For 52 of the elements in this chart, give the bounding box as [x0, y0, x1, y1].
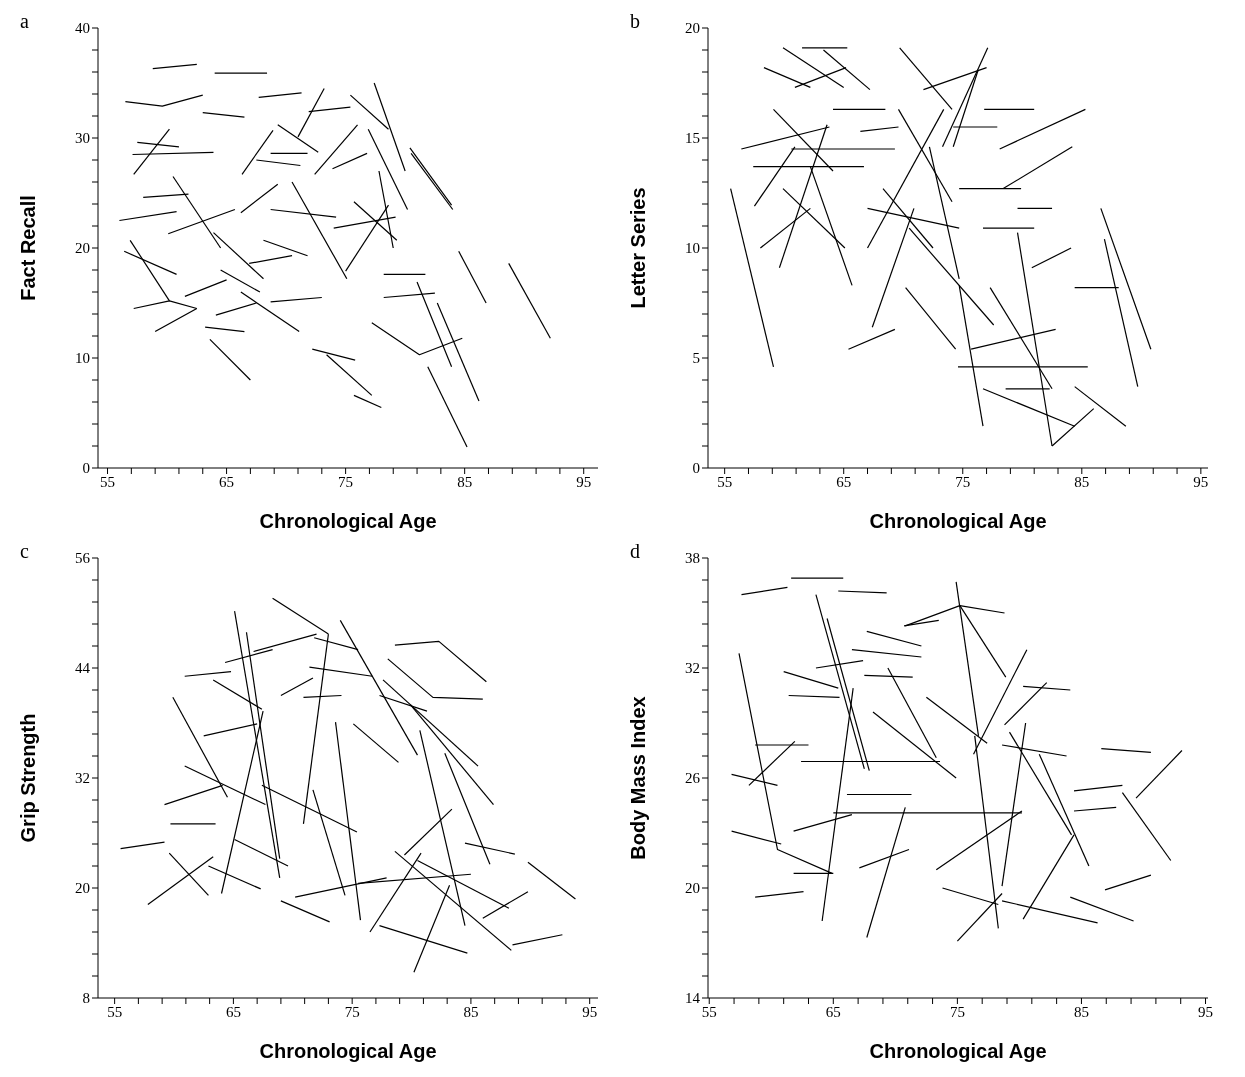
x-tick-label: 75 — [949, 1003, 965, 1020]
y-tick-label: 56 — [75, 550, 91, 567]
x-tick-label: 55 — [717, 473, 733, 490]
x-tick-label: 55 — [107, 1003, 123, 1020]
x-tick-label: 75 — [955, 473, 971, 490]
chart-title: a — [20, 10, 29, 33]
y-tick-label: 30 — [75, 130, 90, 147]
y-tick-label: 26 — [685, 770, 701, 787]
x-tick-label: 95 — [1198, 1003, 1214, 1020]
y-tick-label: 20 — [685, 880, 700, 897]
x-tick-label: 95 — [1193, 473, 1209, 490]
y-tick-label: 32 — [75, 770, 90, 787]
x-tick-label: 65 — [836, 473, 852, 490]
y-tick-label: 44 — [75, 660, 91, 677]
x-tick-label: 95 — [582, 1003, 598, 1020]
y-axis-title: Grip Strength — [17, 713, 40, 843]
x-tick-label: 65 — [225, 1003, 241, 1020]
y-tick-label: 8 — [82, 990, 90, 1007]
y-tick-label: 14 — [685, 990, 701, 1007]
x-tick-label: 65 — [219, 473, 235, 490]
y-tick-label: 20 — [75, 240, 90, 257]
x-tick-label: 75 — [344, 1003, 360, 1020]
x-tick-label: 95 — [576, 473, 592, 490]
y-tick-label: 20 — [685, 20, 700, 37]
x-tick-label: 85 — [1074, 473, 1090, 490]
x-axis-title: Chronological Age — [259, 1040, 437, 1062]
y-tick-label: 5 — [692, 350, 700, 367]
y-tick-label: 40 — [75, 20, 90, 37]
x-tick-label: 85 — [1073, 1003, 1089, 1020]
y-axis-title: Body Mass Index — [627, 696, 650, 860]
y-axis-title: Letter Series — [627, 187, 650, 309]
x-axis-title: Chronological Age — [869, 510, 1047, 532]
y-tick-label: 15 — [685, 130, 700, 147]
x-axis-title: Chronological Age — [259, 510, 437, 532]
x-tick-label: 85 — [457, 473, 473, 490]
chart-title: b — [630, 10, 640, 33]
y-tick-label: 10 — [75, 350, 90, 367]
x-tick-label: 75 — [338, 473, 354, 490]
y-axis-title: Fact Recall — [17, 195, 40, 301]
y-tick-label: 10 — [685, 240, 700, 257]
x-tick-label: 65 — [825, 1003, 841, 1020]
y-tick-label: 32 — [685, 660, 700, 677]
y-tick-label: 38 — [685, 550, 700, 567]
x-axis-title: Chronological Age — [869, 1040, 1047, 1062]
x-tick-label: 85 — [463, 1003, 479, 1020]
x-tick-label: 55 — [100, 473, 116, 490]
chart-title: c — [20, 540, 29, 563]
y-tick-label: 0 — [692, 460, 700, 477]
y-tick-label: 20 — [75, 880, 90, 897]
chart-title: d — [630, 540, 640, 563]
x-tick-label: 55 — [701, 1003, 717, 1020]
y-tick-label: 0 — [82, 460, 90, 477]
